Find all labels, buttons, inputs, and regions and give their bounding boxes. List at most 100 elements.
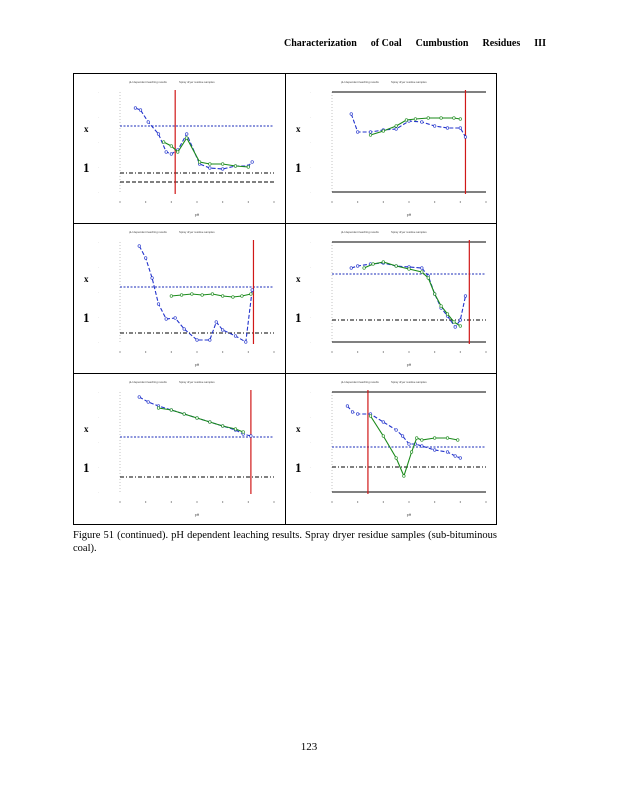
chart-svg: pH dependent leaching results Spray dryer… (295, 80, 487, 217)
running-header: Characterization of Coal Cumbustion Resi… (284, 38, 546, 52)
x-tick (196, 501, 198, 503)
x-tick (331, 501, 333, 503)
x-tick (247, 351, 249, 353)
x-tick (382, 351, 384, 353)
data-point (453, 454, 457, 458)
data-point (452, 116, 456, 120)
panel-title-text: Spray dryer residue samples (179, 380, 215, 384)
data-point (445, 436, 450, 440)
y-label-mark: 1 (83, 310, 90, 325)
data-point (439, 116, 443, 120)
y-label-mark: 1 (83, 460, 90, 475)
y-tick: · (310, 490, 311, 494)
chart-panel: pH dependent leaching results Spray dryer… (286, 74, 497, 224)
data-point (452, 320, 456, 324)
x-tick (222, 201, 224, 203)
y-tick: · (98, 315, 99, 319)
data-point (420, 120, 424, 124)
x-tick (170, 201, 172, 203)
y-tick: · (98, 290, 99, 294)
y-tick: · (310, 265, 311, 269)
series-line (138, 245, 253, 343)
page-number: 123 (300, 741, 318, 753)
series-line (351, 262, 467, 328)
x-tick (145, 201, 147, 203)
x-tick (247, 201, 249, 203)
y-tick: · (98, 465, 99, 469)
x-axis-label: pH (407, 513, 412, 517)
panel-title-text: pH dependent leaching results (341, 80, 379, 84)
x-tick (273, 201, 275, 203)
data-point (185, 132, 189, 136)
data-point (415, 436, 419, 440)
x-tick (434, 501, 436, 503)
y-label-mark: x (296, 274, 301, 284)
x-axis-label: pH (407, 213, 412, 217)
series-line (363, 261, 461, 327)
x-axis-label: pH (195, 213, 200, 217)
y-tick: · (98, 265, 99, 269)
chart-panel: pH dependent leaching results Spray dryer… (74, 74, 286, 224)
x-tick (459, 501, 461, 503)
data-point (241, 430, 245, 434)
data-point (231, 295, 235, 299)
y-tick: · (98, 165, 99, 169)
data-point (394, 428, 398, 432)
header-word: Residues (482, 38, 521, 49)
x-tick (273, 351, 275, 353)
x-tick (273, 501, 275, 503)
x-axis-label: pH (407, 363, 412, 367)
data-point (221, 162, 225, 166)
y-label-mark: 1 (83, 160, 90, 175)
data-point (349, 112, 353, 116)
data-point (433, 448, 437, 452)
chart-svg: pH dependent leaching results Spray dryer… (83, 230, 275, 367)
chart-panel: pH dependent leaching results Spray dryer… (286, 224, 497, 374)
data-point (400, 434, 405, 438)
series-line (158, 407, 244, 433)
data-point (433, 436, 437, 440)
data-point (208, 162, 212, 166)
y-label-mark: 1 (295, 460, 302, 475)
figure-grid: pH dependent leaching results Spray dryer… (73, 73, 497, 525)
data-point (133, 106, 138, 110)
y-tick: · (310, 340, 311, 344)
chart-svg: pH dependent leaching results Spray dryer… (83, 380, 275, 517)
data-point (233, 334, 238, 338)
header-word: Cumbustion (415, 38, 469, 49)
data-point (381, 434, 385, 438)
data-point (210, 292, 214, 296)
x-tick (485, 201, 487, 203)
panel-title-text: Spray dryer residue samples (391, 380, 427, 384)
data-point (426, 116, 430, 120)
series-line (350, 113, 466, 138)
y-tick: · (98, 90, 99, 94)
data-point (137, 395, 141, 399)
data-point (195, 338, 199, 342)
y-tick: · (98, 390, 99, 394)
y-tick: · (310, 115, 311, 119)
x-axis-label: pH (195, 363, 200, 367)
data-point (208, 338, 212, 342)
data-point (402, 474, 406, 478)
data-point (381, 129, 385, 133)
x-tick (119, 501, 121, 503)
data-point (146, 120, 150, 124)
data-point (404, 118, 409, 122)
data-point (156, 302, 161, 306)
data-point (138, 108, 143, 112)
x-tick (170, 351, 172, 353)
data-point (433, 292, 437, 296)
y-tick: · (98, 340, 99, 344)
y-tick: · (98, 240, 99, 244)
data-point (439, 304, 443, 308)
data-point (420, 266, 424, 270)
header-word: III (534, 38, 546, 49)
x-tick (145, 351, 147, 353)
data-point (420, 270, 424, 274)
x-tick (408, 501, 410, 503)
data-point (381, 260, 385, 264)
series-line (346, 405, 461, 459)
data-point (195, 416, 199, 420)
data-point (249, 292, 253, 296)
